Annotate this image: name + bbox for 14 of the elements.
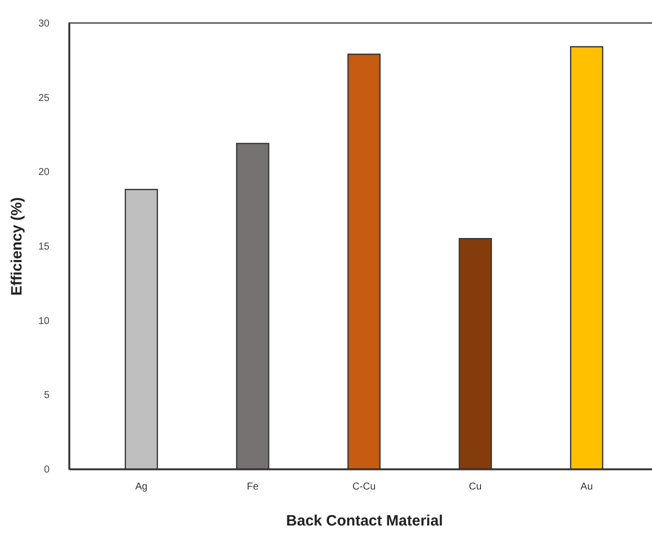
x-tick-label: C-Cu bbox=[352, 482, 376, 492]
y-axis-title: Efficiency (%) bbox=[8, 197, 26, 296]
y-tick-label: 30 bbox=[38, 18, 50, 30]
x-axis-title: Back Contact Material bbox=[286, 512, 443, 530]
x-tick-label: Ag bbox=[135, 482, 148, 492]
y-tick-label: 10 bbox=[38, 316, 50, 327]
x-tick-label: Au bbox=[580, 482, 593, 492]
y-tick-label: 0 bbox=[44, 464, 50, 476]
y-tick-label: 25 bbox=[38, 92, 50, 104]
x-tick-label: Cu bbox=[468, 482, 482, 492]
y-tick-label: 5 bbox=[44, 390, 50, 402]
y-tick-label: 20 bbox=[38, 167, 50, 178]
y-tick-label: 15 bbox=[38, 242, 50, 252]
x-tick-label: Fe bbox=[246, 482, 259, 492]
